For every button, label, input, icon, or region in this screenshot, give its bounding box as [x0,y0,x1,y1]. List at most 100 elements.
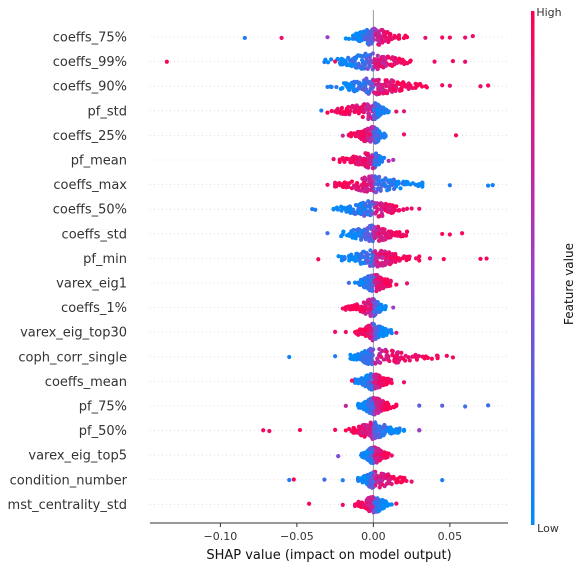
shap-dot [360,105,365,110]
shap-dot [388,204,393,209]
shap-dot [325,231,330,236]
shap-dot [373,303,378,309]
shap-dot [381,286,386,291]
shap-dot [372,256,377,261]
shap-dot [463,35,468,40]
shap-dot [396,33,402,38]
shap-dot [313,207,318,212]
shap-dot [373,384,378,389]
shap-dot [401,207,406,212]
shap-dot [358,158,363,163]
x-axis-ticks: −0.10 −0.05 0.00 0.05 [204,523,462,543]
shap-dot [352,88,358,94]
shap-dot [394,330,399,335]
shap-dot [365,66,370,71]
shap-dot [369,36,374,41]
shap-dot [261,428,266,433]
shap-dot [396,430,401,435]
shap-dot [401,132,407,137]
shap-dot [363,80,368,85]
shap-dot [423,35,428,40]
shap-dot [460,231,465,236]
shap-dot [339,204,344,209]
shap-dot [453,133,459,138]
shap-dot [362,139,368,144]
x-axis-label: SHAP value (impact on model output) [206,548,451,563]
shap-dot [373,190,378,195]
shap-dot [447,35,452,40]
feature-label: coeffs_max [53,178,127,193]
shap-dot [335,207,340,212]
shap-dot [354,79,359,85]
feature-label: coeffs_std [62,227,127,242]
shap-dot [397,230,402,235]
shap-dot [367,447,372,452]
colorbar-high-label: High [536,6,561,19]
shap-dot [390,349,395,354]
shap-dot [369,282,374,287]
shap-dot [358,109,363,114]
shap-dot [362,308,367,313]
shap-dot [358,237,364,242]
shap-dot [365,332,370,337]
shap-dot [354,187,359,192]
shap-dot [360,129,366,134]
shap-dot [371,510,376,515]
shap-dot [378,187,383,192]
shap-dot [398,186,403,191]
shap-dot [363,84,368,89]
shap-dot [377,278,383,283]
shap-dot [369,458,374,464]
shap-dot [348,160,353,165]
shap-dot [359,136,364,142]
shap-dot [335,106,340,111]
shap-dot [407,254,412,259]
shap-dot [367,263,373,269]
shap-dot [358,306,364,311]
shap-dot [346,184,351,189]
shap-dot [353,236,358,241]
shap-dot [331,207,336,212]
shap-dot [378,325,383,330]
shap-dot [267,428,272,434]
shap-dot [368,373,373,378]
shap-dot [333,59,338,64]
shap-dot [386,426,392,431]
shap-dot [374,61,379,67]
shap-dot [409,479,414,484]
shap-dot [399,350,404,355]
shap-dot [338,109,343,114]
shap-dot [359,85,364,91]
shap-dot [365,423,371,428]
shap-dot [391,305,396,310]
shap-dot [357,210,363,215]
shap-dot [372,374,377,379]
shap-dot [429,356,434,361]
shap-dot [379,56,384,61]
shap-dot [361,64,366,69]
shap-dot [377,481,383,486]
beeswarm-dots [164,26,495,515]
feature-label: pf_mean [71,154,127,169]
shap-dot [395,80,400,85]
shap-dot [391,157,396,163]
shap-dot [356,61,361,66]
shap-dot [325,60,331,65]
shap-dot [347,62,352,67]
shap-dot [365,452,370,457]
shap-dot [367,204,373,209]
shap-dot [380,178,385,183]
shap-dot [369,179,375,184]
shap-dot [384,258,390,263]
feature-label: coeffs_99% [53,55,127,70]
shap-dot [395,350,401,355]
shap-dot [375,396,380,401]
row-guidelines [150,36,508,505]
shap-dot [490,183,495,188]
shap-dot [385,353,390,358]
shap-dot [375,425,381,431]
shap-dot [339,56,344,61]
shap-dot [385,30,390,35]
shap-dot [376,86,381,91]
shap-dot [404,206,410,211]
